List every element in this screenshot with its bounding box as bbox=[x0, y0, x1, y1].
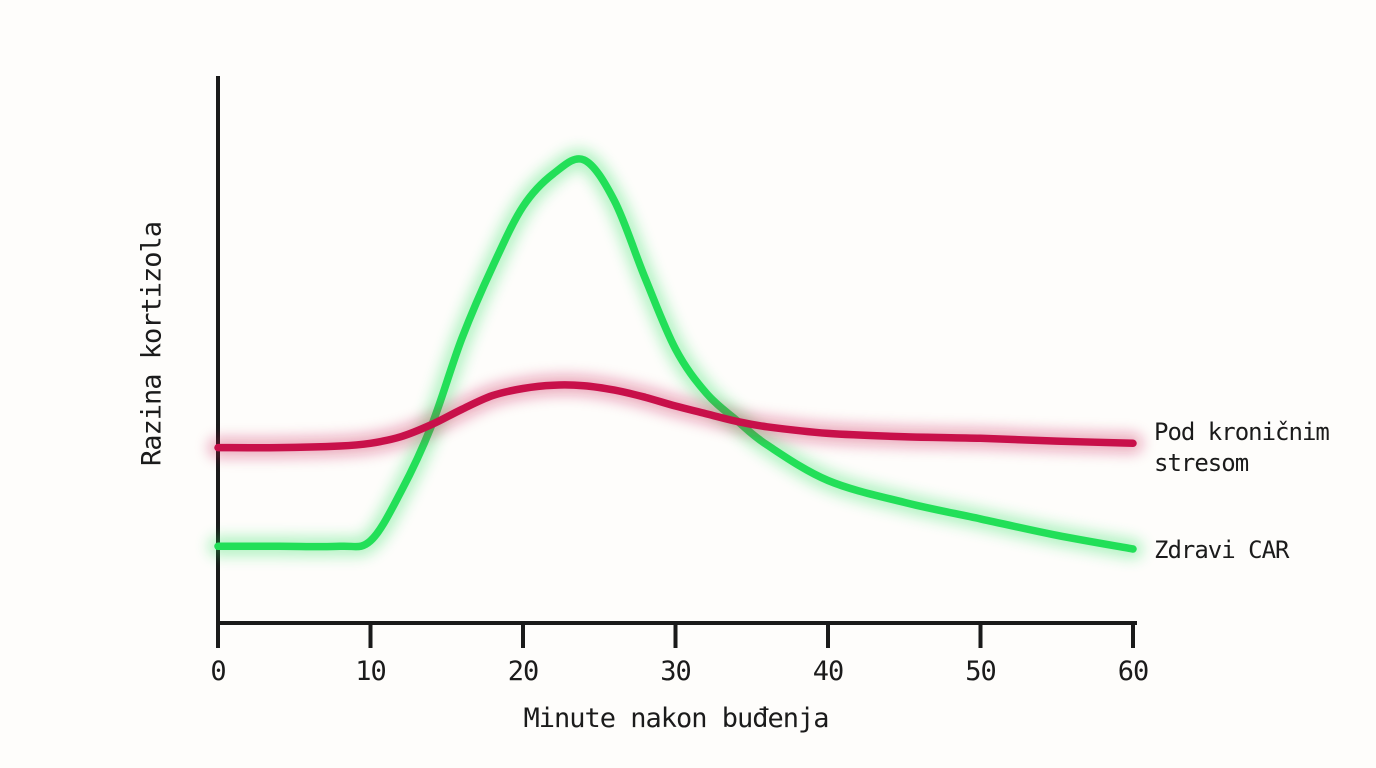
x-axis-ticks bbox=[216, 623, 1135, 648]
chronic-stress-curve bbox=[214, 381, 1137, 452]
series-healthy-car bbox=[208, 148, 1143, 559]
x-tick-label: 20 bbox=[507, 656, 540, 687]
series-chronic-stress bbox=[208, 374, 1143, 458]
healthy-car-curve bbox=[214, 155, 1137, 553]
legend-healthy-car: Zdravi CAR bbox=[1154, 536, 1290, 564]
y-axis-label: Razina kortizola bbox=[136, 221, 168, 467]
legend-chronic-stress: Pod kroničnim stresom bbox=[1154, 418, 1330, 477]
x-tick-label: 40 bbox=[812, 656, 845, 687]
x-axis-label: Minute nakon buđenja bbox=[523, 703, 829, 734]
x-tick-label: 60 bbox=[1117, 656, 1150, 687]
x-tick-label: 0 bbox=[210, 656, 226, 687]
x-tick-label: 50 bbox=[965, 656, 997, 687]
x-tick-label: 30 bbox=[660, 656, 692, 687]
x-tick-label: 10 bbox=[355, 656, 387, 687]
